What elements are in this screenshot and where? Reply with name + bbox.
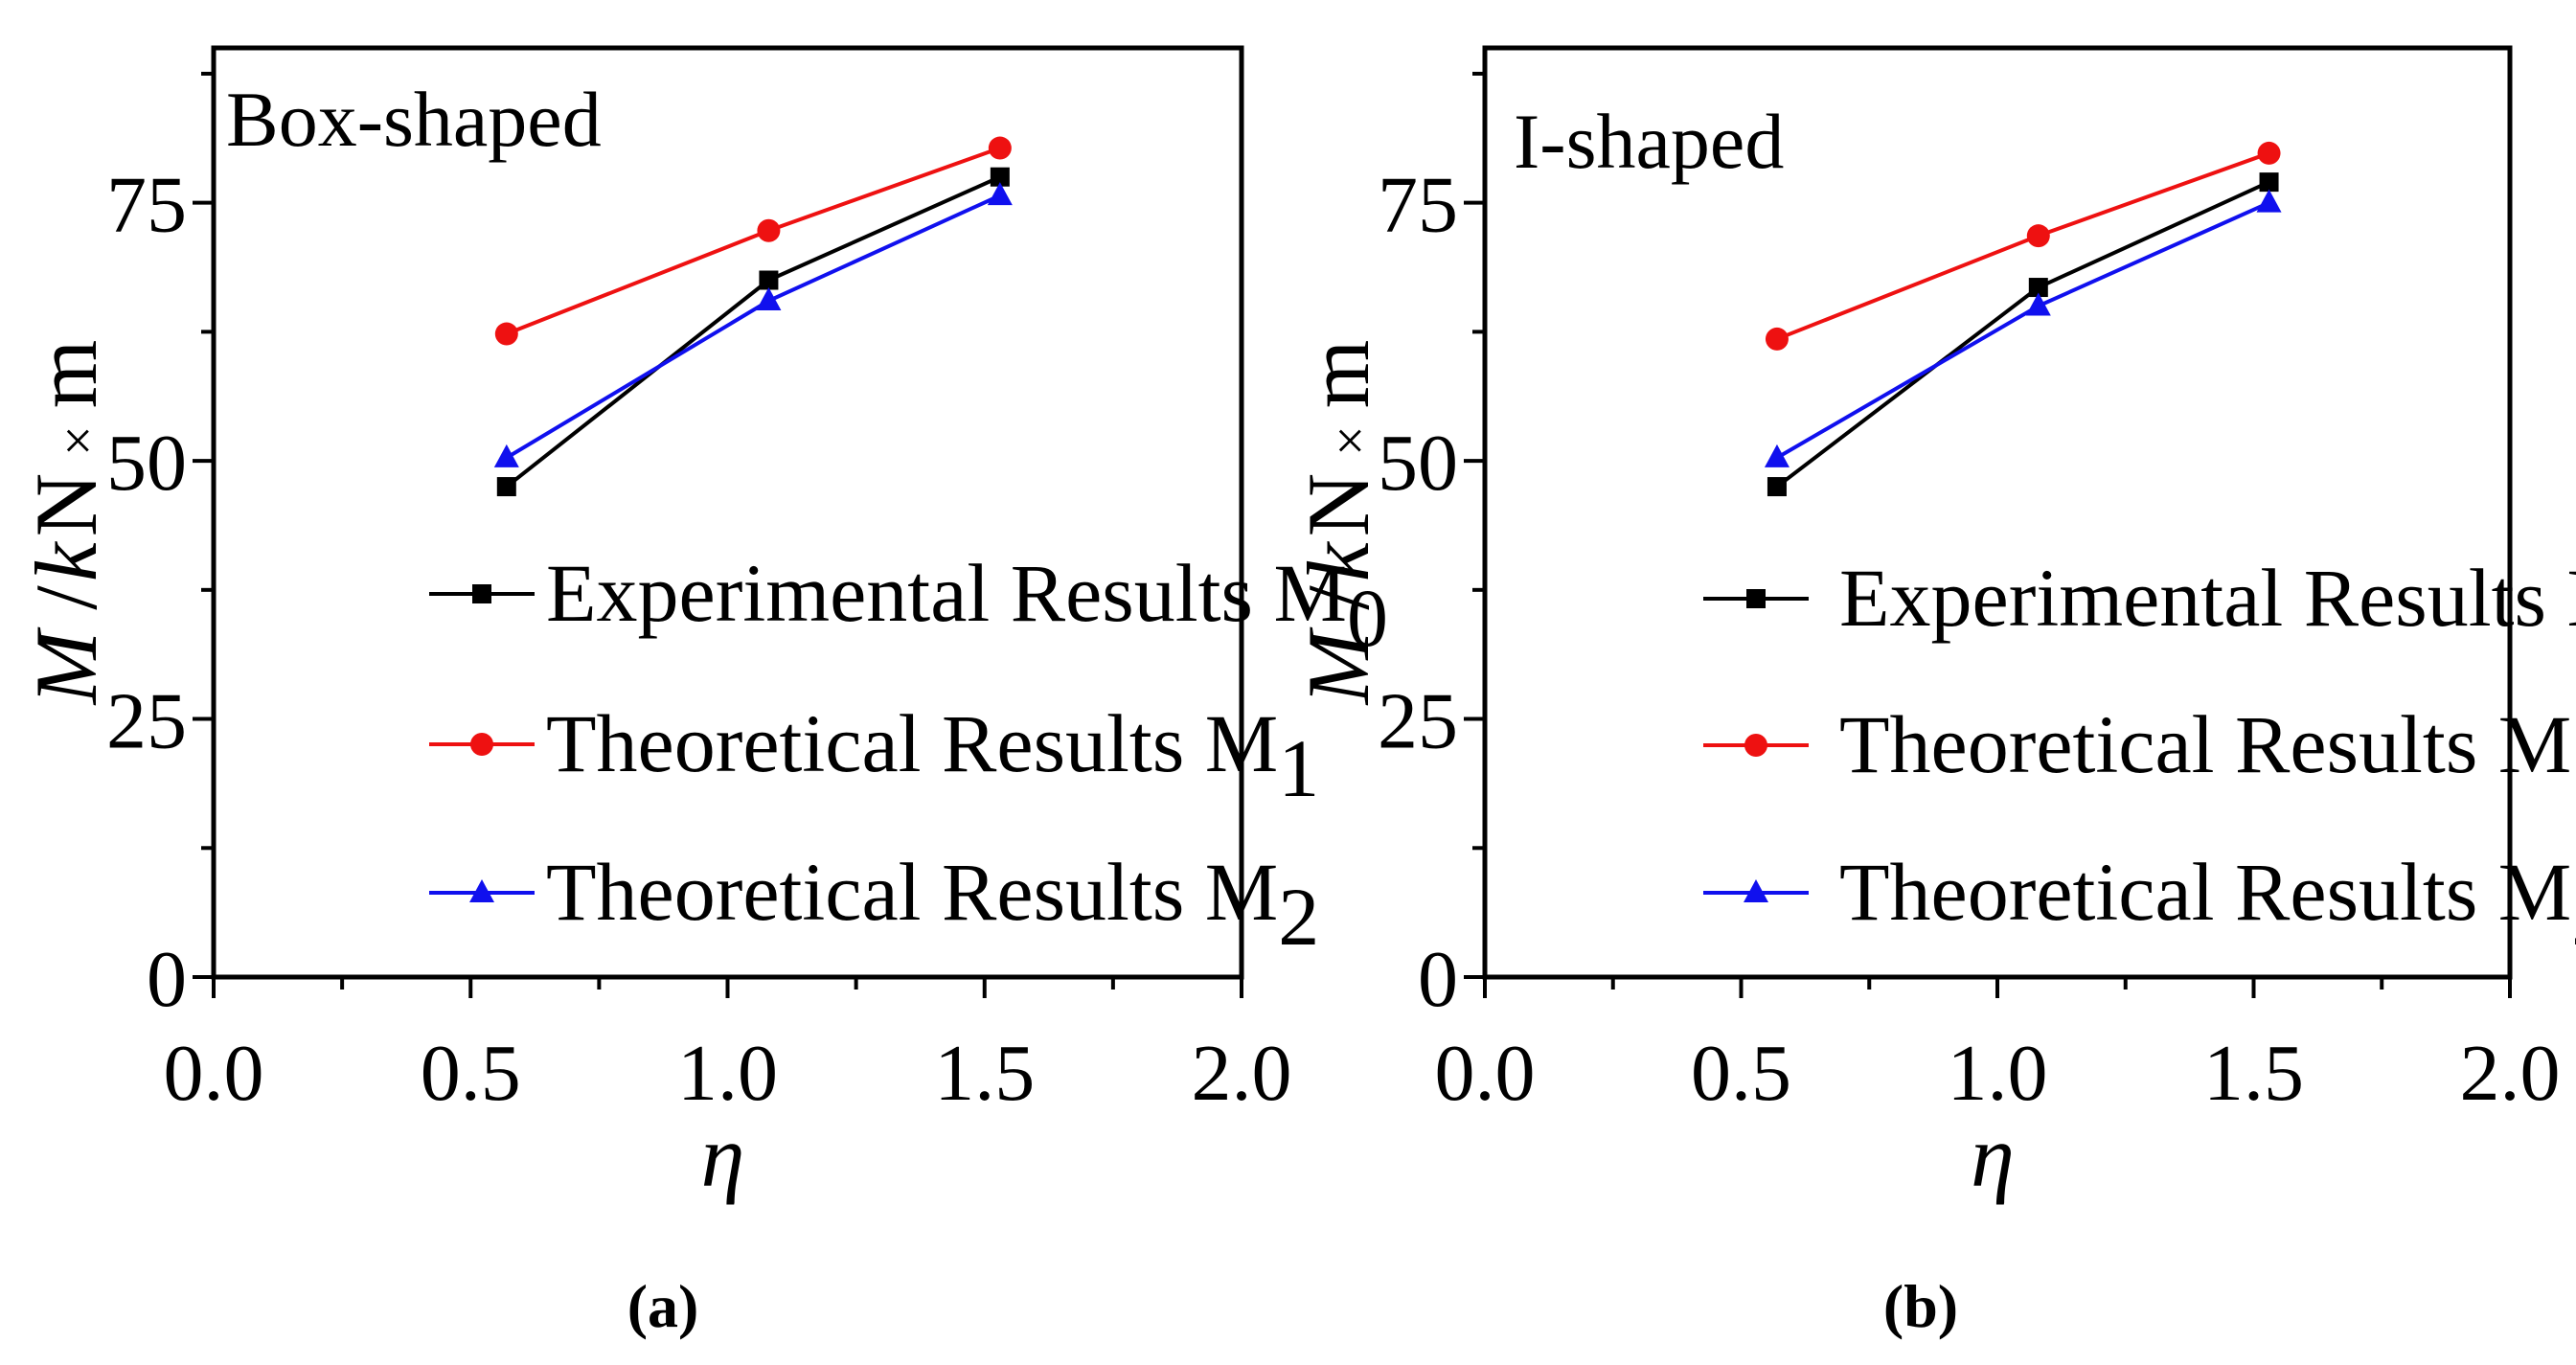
data-point-square [2028,278,2048,298]
panel-label: (a) [627,1272,699,1340]
x-tick-label: 1.5 [934,1029,1035,1118]
legend-label-subscript: 2 [2571,871,2576,963]
x-tick-label: 0.0 [164,1029,264,1118]
y-label-M: M [17,626,115,706]
series-line-circle [506,146,1001,336]
x-axis-label: η [1971,1107,2015,1205]
y-axis-label: M / kN × m [17,340,115,707]
y-label-N: N [1289,473,1387,536]
y-label-slash: / [1289,585,1387,610]
data-point-circle [757,218,781,242]
data-point-square [1746,589,1766,608]
y-label-slash: / [17,585,115,610]
y-tick-label: 75 [106,161,187,250]
legend-label-subscript: 0 [1347,572,1388,664]
data-point-square [472,584,491,603]
y-label-m: m [17,340,115,409]
legend-label-text: Experimental Results M [1839,552,2576,644]
data-point-circle [494,322,518,346]
series-line-square [505,174,1001,489]
y-tick-label: 0 [147,935,187,1024]
x-tick-label: 2.0 [1192,1029,1292,1118]
x-tick-label: 0.0 [1435,1029,1536,1118]
legend-label: Experimental Results M0 [546,547,1388,664]
y-tick-label: 25 [106,677,187,766]
plot-frame [1482,45,2513,980]
y-label-k: k [1289,540,1387,581]
legend-label: Theoretical Results M1 [1839,698,2576,815]
data-point-triangle [469,879,494,902]
x-tick-label: 1.5 [2203,1029,2304,1118]
y-tick-label: 50 [1378,419,1458,508]
x-axis-label: η [701,1107,745,1205]
y-axis-label: M / kN × m [1289,340,1387,707]
legend-label-text: Experimental Results M [546,547,1347,639]
chart-panel-b: 0.0 0.5 1.0 1.5 2.0 0 25 50 75 η M / kN × m I-shaped Exp… [1289,45,2576,1340]
legend-label-text: Theoretical Results M [1839,846,2571,938]
y-label-M: M [1289,626,1387,706]
y-label-times: × [1321,425,1380,456]
data-point-circle [2026,224,2050,248]
data-point-circle [988,136,1012,160]
x-tick-label: 0.5 [421,1029,521,1118]
data-point-circle [470,733,493,756]
series-line-circle [1776,151,2270,341]
y-label-k: k [17,540,115,581]
data-point-triangle [2025,292,2051,316]
data-point-square [496,477,516,497]
legend-label: Theoretical Results M2 [546,846,1319,963]
legend-label: Theoretical Results M1 [546,697,1319,814]
y-label-N: N [17,473,115,536]
plot-frame [211,45,1244,980]
x-tick-label: 0.5 [1691,1029,1791,1118]
legend-label-text: Theoretical Results M [546,697,1278,789]
data-point-triangle [1764,444,1790,467]
x-tick-label: 2.0 [2460,1029,2561,1118]
legend-label-text: Theoretical Results M [1839,698,2571,790]
y-tick-label: 0 [1418,935,1458,1024]
y-tick-label: 75 [1378,161,1458,250]
section-shape-label: Box-shaped [226,76,602,163]
y-label-times: × [49,425,108,456]
legend-label-subscript: 2 [1278,871,1319,963]
y-label-m: m [1289,340,1387,409]
data-point-triangle [493,444,519,467]
data-point-square [1767,477,1787,497]
legend-label: Theoretical Results M2 [1839,846,2576,963]
section-shape-label: I-shaped [1514,98,1784,185]
data-point-circle [1744,734,1767,757]
legend-label: Experimental Results M0 [1839,552,2576,669]
series-line-square [1775,180,2270,489]
x-tick-label: 1.0 [677,1029,778,1118]
data-point-triangle [2256,189,2282,213]
data-point-square [990,167,1010,187]
data-point-circle [1765,327,1789,351]
data-point-triangle [1744,879,1768,902]
legend-label-subscript: 1 [2571,723,2576,815]
y-tick-label: 25 [1378,677,1458,766]
chart-panel-a: 0.0 0.5 1.0 1.5 2.00255075ηM/kN×mBox-shapedE… [17,45,1388,1340]
data-point-triangle [987,182,1013,206]
data-point-square [2259,172,2279,193]
x-tick-label: 1.0 [1948,1029,2048,1118]
data-point-square [759,270,779,290]
legend-label-text: Theoretical Results M [546,846,1278,938]
y-tick-label: 50 [106,419,187,508]
legend-label-subscript: 1 [1278,722,1319,814]
data-point-circle [2257,141,2281,165]
panel-label: (b) [1883,1272,1958,1340]
data-point-triangle [756,287,782,311]
